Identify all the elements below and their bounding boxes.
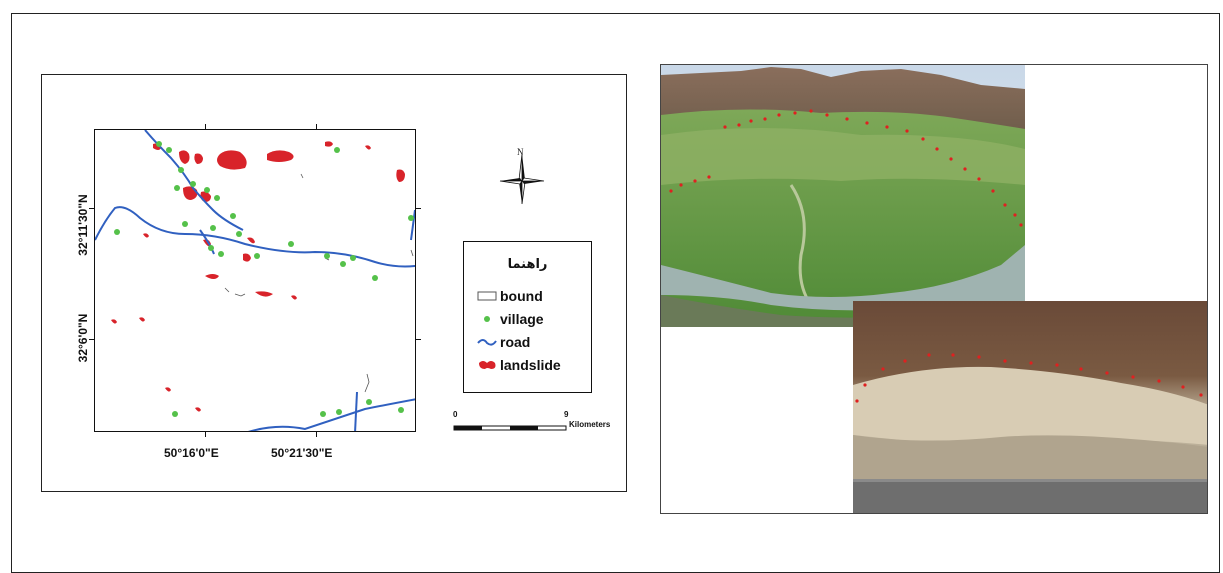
- map-tick: [205, 124, 206, 130]
- landslide-polygon: [247, 237, 255, 244]
- map-legend: راهنما bound village road landslide: [463, 241, 592, 393]
- longitude-label: 50°16'0"E: [164, 446, 219, 460]
- landslide-polygons: [111, 141, 405, 412]
- landslide-polygon: [217, 150, 247, 170]
- roadcut-landslide-photo: [853, 301, 1207, 513]
- village-point: [114, 229, 120, 235]
- village-point: [288, 241, 294, 247]
- landslide-polygon: [243, 253, 251, 262]
- longitude-label: 50°21'30"E: [271, 446, 333, 460]
- landslide-polygon: [139, 317, 145, 322]
- village-point: [182, 221, 188, 227]
- villages: [114, 141, 414, 417]
- village-point: [210, 225, 216, 231]
- dot-icon: [476, 312, 498, 326]
- village-point: [340, 261, 346, 267]
- scale-unit: Kilometers: [569, 420, 611, 429]
- north-letter: N: [517, 147, 524, 157]
- compass-rose-icon: [499, 153, 545, 204]
- landslide-polygon: [165, 387, 171, 392]
- map-tick: [316, 431, 317, 437]
- village-point: [324, 253, 330, 259]
- landslide-polygon: [195, 407, 201, 412]
- landslide-polygon: [194, 153, 203, 164]
- village-point: [214, 195, 220, 201]
- village-point: [334, 147, 340, 153]
- legend-label: bound: [500, 288, 543, 304]
- landslide-polygon: [396, 169, 405, 182]
- village-point: [190, 181, 196, 187]
- map-tick: [89, 208, 95, 209]
- legend-item-bound: bound: [476, 287, 543, 305]
- landslide-polygon: [255, 291, 273, 297]
- landslide-polygon: [200, 191, 211, 202]
- latitude-label: 32°11'30"N: [76, 194, 90, 256]
- village-point: [398, 407, 404, 413]
- village-point: [336, 409, 342, 415]
- hollow-rectangle-icon: [476, 289, 498, 303]
- landslide-polygon: [111, 319, 117, 324]
- village-point: [172, 411, 178, 417]
- scale-end: 9: [564, 410, 569, 419]
- line-icon: [476, 335, 498, 349]
- legend-item-road: road: [476, 333, 530, 351]
- village-point: [350, 255, 356, 261]
- legend-label: landslide: [500, 357, 561, 373]
- village-point: [366, 399, 372, 405]
- map-area: [94, 129, 416, 432]
- map-tick: [415, 208, 421, 209]
- scale-start: 0: [453, 410, 458, 419]
- map-tick: [316, 124, 317, 130]
- map-tick: [205, 431, 206, 437]
- village-point: [372, 275, 378, 281]
- landslide-polygon: [205, 274, 219, 279]
- roads: [95, 130, 415, 431]
- landslide-polygon: [143, 233, 149, 238]
- village-point: [320, 411, 326, 417]
- landslide-polygon: [179, 150, 190, 164]
- village-point: [254, 253, 260, 259]
- village-point: [174, 185, 180, 191]
- map-tick: [89, 339, 95, 340]
- village-point: [156, 141, 162, 147]
- landslide-polygon: [325, 141, 333, 147]
- landslide-polygon: [365, 145, 371, 150]
- village-point: [178, 167, 184, 173]
- legend-item-landslide: landslide: [476, 356, 561, 374]
- photo-panel: [660, 64, 1208, 514]
- village-point: [236, 231, 242, 237]
- legend-label: village: [500, 311, 544, 327]
- mountain-valley-landslide-photo: [661, 65, 1025, 327]
- landslide-polygon: [267, 150, 294, 162]
- village-point: [204, 187, 210, 193]
- legend-label: road: [500, 334, 531, 350]
- village-point: [166, 147, 172, 153]
- landslide-polygon: [291, 295, 297, 300]
- bound-fragments: [224, 173, 414, 393]
- latitude-label: 32°6'0"N: [76, 313, 90, 363]
- map-tick: [415, 339, 421, 340]
- blob-icon: [476, 358, 498, 372]
- legend-title: راهنما: [507, 257, 548, 272]
- village-point: [408, 215, 414, 221]
- village-point: [218, 251, 224, 257]
- legend-item-village: village: [476, 310, 544, 328]
- landslide-polygon: [183, 186, 198, 200]
- village-point: [230, 213, 236, 219]
- village-point: [208, 245, 214, 251]
